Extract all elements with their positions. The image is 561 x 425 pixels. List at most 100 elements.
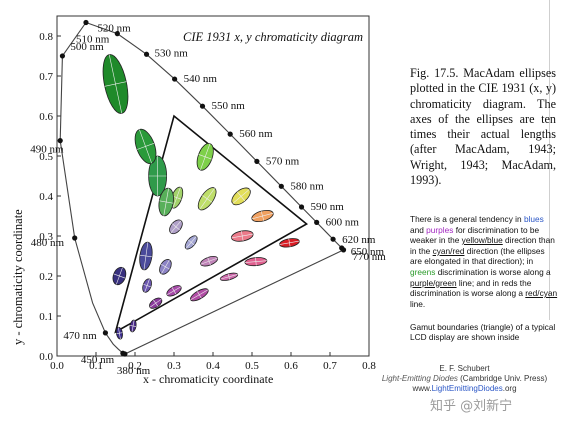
macadam-ellipse (219, 272, 239, 281)
line-of-purples (124, 249, 344, 355)
wavelength-dot (340, 247, 347, 253)
wavelength-label: 490 nm (30, 144, 64, 156)
credit-url-suffix: .org (502, 384, 517, 394)
credit-book-line: Light-Emitting Diodes (Cambridge Univ. P… (372, 374, 557, 384)
y-tick-label: 0.0 (39, 351, 53, 363)
macadam-ellipse (148, 155, 168, 197)
ellipse-minor-axis (143, 283, 151, 288)
y-tick-label: 0.1 (39, 311, 53, 323)
y-tick-label: 0.2 (39, 271, 53, 283)
ellipse-minor-axis (136, 143, 155, 150)
ellipse-minor-axis (130, 325, 137, 327)
ellipse-minor-axis (202, 195, 213, 203)
credit-url[interactable]: www.LightEmittingDiodes.org (372, 384, 557, 394)
macadam-ellipse (184, 235, 198, 250)
wavelength-label: 380 nm (117, 365, 151, 377)
ellipse-minor-axis (160, 264, 170, 270)
wavelength-dot (59, 53, 66, 59)
macadam-ellipse (169, 219, 183, 235)
ellipse-minor-axis (113, 273, 126, 279)
ellipse-minor-axis (153, 299, 159, 307)
ellipse-minor-axis (139, 254, 152, 258)
wavelength-label: 570 nm (266, 155, 300, 167)
wavelength-label: 560 nm (239, 128, 273, 140)
x-tick-label: 0.0 (50, 360, 64, 372)
wavelength-dot (314, 219, 320, 225)
wavelength-dot (143, 51, 150, 57)
ellipse-minor-axis (159, 200, 174, 204)
macadam-ellipse (149, 297, 163, 309)
macadam-ellipse (139, 241, 153, 271)
ellipse-minor-axis (207, 257, 211, 266)
wavelength-label: 580 nm (290, 180, 324, 192)
ellipse-minor-axis (197, 291, 202, 299)
macadam-ellipse (196, 143, 214, 171)
y-tick-label: 0.7 (39, 71, 53, 83)
y-tick-label: 0.6 (39, 111, 53, 123)
macadam-ellipse (129, 319, 137, 333)
note-text: and (410, 224, 424, 235)
gamut-note: Gamut boundaries (triangle) of a typical… (410, 322, 556, 343)
ellipse-minor-axis (116, 332, 123, 335)
wavelength-dot (227, 131, 233, 137)
credit-block: E. F. Schubert Light-Emitting Diodes (Ca… (372, 364, 557, 395)
macadam-ellipse (102, 54, 129, 114)
macadam-ellipse (158, 187, 174, 217)
macadam-ellipse (230, 230, 254, 242)
cie-chromaticity-chart: 0.0 0.1 0.2 0.3 0.4 0.5 0.6 0.7 0.8 0.0 0.1 0.2 0.3 0… (11, 15, 387, 386)
y-tick-label: 0.4 (39, 191, 53, 203)
note-text: direction than in the (410, 235, 555, 256)
note-text: There is a general tendency in (410, 214, 522, 224)
credit-author: E. F. Schubert (439, 364, 490, 373)
macadam-ellipse (190, 288, 209, 302)
ellipse-minor-axis (171, 287, 177, 295)
x-tick-label: 0.2 (128, 360, 142, 372)
note-text: discrimination is worse along a (437, 266, 551, 277)
note-blues: blues (523, 214, 544, 224)
wavelength-dot (330, 236, 336, 242)
wavelength-dot (102, 330, 108, 336)
macadam-ellipse (170, 186, 184, 209)
macadam-ellipse (115, 326, 123, 340)
note-text: direction (the ellipses are elongated in… (410, 245, 545, 267)
macadam-ellipse (279, 238, 300, 248)
wavelength-label: 520 nm (97, 23, 131, 35)
x-tick-label: 0.6 (284, 360, 298, 372)
wavelength-label: 590 nm (311, 201, 345, 213)
x-tick-label: 0.8 (362, 360, 376, 372)
x-tick-label: 0.1 (89, 360, 103, 372)
macadam-ellipse (231, 187, 251, 206)
wavelength-label: 770 nm (353, 251, 387, 263)
chart-title: CIE 1931 x, y chromaticity diagram (183, 30, 363, 44)
wavelength-label: 530 nm (155, 47, 189, 59)
wavelength-dot (83, 19, 89, 26)
y-tick-label: 0.5 (39, 151, 53, 163)
macadam-ellipse (134, 128, 157, 164)
note-cyan-red: cyan/red (432, 245, 465, 256)
note-greens: greens (410, 266, 436, 277)
wavelength-label: 470 nm (63, 330, 97, 342)
x-tick-label: 0.3 (167, 360, 181, 372)
note-purples: purples (426, 224, 454, 235)
ellipse-minor-axis (241, 231, 244, 241)
wavelength-label: 650 nm (351, 246, 385, 258)
x-tick-label: 0.7 (323, 360, 337, 372)
wavelength-dot (72, 235, 78, 241)
y-tick-label: 0.8 (39, 31, 53, 43)
watermark: 知乎 @刘新宁 (430, 399, 513, 414)
divider-rule (549, 0, 550, 320)
wavelength-label: 480 nm (31, 237, 65, 249)
macadam-ellipse (142, 278, 152, 293)
wavelength-label: 540 nm (184, 73, 218, 85)
wavelength-dot (57, 138, 63, 144)
ellipse-minor-axis (227, 273, 231, 280)
wavelength-label: 500 nm (70, 41, 104, 53)
ellipse-minor-axis (187, 239, 195, 246)
note-red-cyan: red/cyan (525, 288, 558, 299)
x-axis-label: x - chromaticity coordinate (143, 372, 273, 386)
gamut-triangle (114, 114, 309, 334)
y-axis-label: y - chromaticity coordinate (11, 209, 25, 345)
wavelength-label: 550 nm (212, 100, 246, 112)
wavelength-label: 450 nm (81, 354, 115, 366)
